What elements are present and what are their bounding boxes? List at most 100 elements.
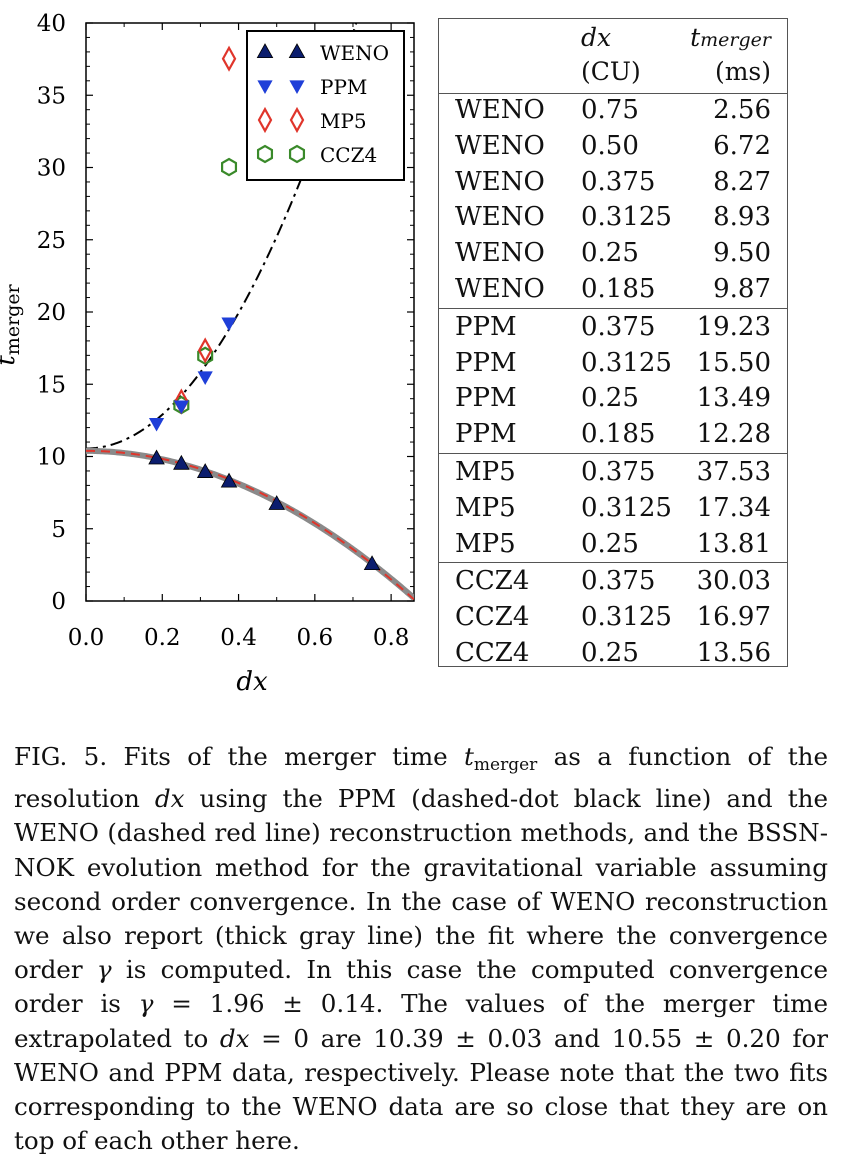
y-tick-label: 30 bbox=[37, 156, 66, 182]
cell-method: WENO bbox=[455, 95, 545, 125]
y-tick-label: 0 bbox=[51, 589, 66, 615]
legend-label-weno: WENO bbox=[320, 41, 389, 65]
caption-text: as a function of the resolution bbox=[14, 742, 828, 814]
cell-tmerger: 9.50 bbox=[713, 238, 771, 269]
table-row: MP5 0.25 13.81 bbox=[439, 527, 787, 563]
cell-dx: 0.25 bbox=[581, 238, 639, 269]
cell-dx: 0.185 bbox=[581, 273, 656, 304]
table-row: PPM 0.3125 15.50 bbox=[439, 346, 787, 382]
cell-tmerger: 37.53 bbox=[696, 457, 771, 487]
cell-method: WENO bbox=[455, 238, 545, 269]
table-row: WENO 0.375 8.27 bbox=[439, 165, 787, 201]
cell-tmerger: 8.93 bbox=[713, 202, 771, 233]
x-tick-label: 0.6 bbox=[297, 625, 334, 651]
caption-text: is computed. In this case the computed c… bbox=[14, 955, 828, 1019]
data-point-mp5 bbox=[197, 337, 213, 364]
cell-method: PPM bbox=[455, 311, 517, 342]
legend-marker-ppm bbox=[257, 80, 273, 94]
table-row: CCZ4 0.3125 16.97 bbox=[439, 600, 787, 636]
data-markers bbox=[148, 45, 381, 571]
data-point-weno bbox=[173, 454, 190, 470]
cell-method: PPM bbox=[455, 383, 517, 414]
cell-method: MP5 bbox=[455, 492, 516, 523]
table-row: PPM 0.375 19.23 bbox=[439, 310, 787, 346]
data-point-ppm bbox=[173, 400, 189, 415]
cell-dx: 0.375 bbox=[581, 166, 656, 197]
cell-method: WENO bbox=[455, 273, 545, 304]
cell-tmerger: 30.03 bbox=[696, 566, 771, 597]
cell-dx: 0.75 bbox=[581, 95, 639, 125]
caption-symbol: dx bbox=[219, 1023, 250, 1053]
legend-marker-mp5 bbox=[257, 106, 273, 134]
header-dx-unit: (CU) bbox=[581, 57, 641, 86]
data-point-ccz4 bbox=[197, 346, 214, 366]
cell-dx: 0.185 bbox=[581, 419, 656, 450]
table-group: CCZ4 0.375 30.03 CCZ4 0.3125 16.97 CCZ4 0.25 13.… bbox=[439, 564, 787, 671]
cell-dx: 0.25 bbox=[581, 528, 639, 559]
data-point-ppm bbox=[197, 371, 213, 386]
y-tick-label: 25 bbox=[37, 228, 66, 254]
x-axis-label: dx bbox=[236, 667, 268, 697]
fit-curve-dashed bbox=[86, 449, 414, 601]
cell-tmerger: 19.23 bbox=[696, 311, 771, 342]
table-row: PPM 0.185 12.28 bbox=[439, 417, 787, 453]
table-row: WENO 0.185 9.87 bbox=[439, 272, 787, 308]
data-point-weno bbox=[220, 472, 238, 488]
cell-method: PPM bbox=[455, 419, 517, 450]
x-tick-label: 0.2 bbox=[144, 625, 181, 651]
table-group: MP5 0.375 37.53 MP5 0.3125 17.34 MP5 0.25 13.81 bbox=[439, 455, 787, 564]
caption-symbol: dx bbox=[154, 784, 185, 814]
y-tick-label: 40 bbox=[37, 11, 66, 37]
data-point-weno bbox=[196, 463, 214, 478]
legend-label-ccz4: CCZ4 bbox=[320, 143, 377, 167]
y-tick-label: 5 bbox=[51, 517, 66, 543]
fit-curve-dash-dot bbox=[86, 23, 358, 450]
cell-tmerger: 15.50 bbox=[696, 347, 771, 378]
table-row: MP5 0.375 37.53 bbox=[439, 455, 787, 491]
cell-tmerger: 13.81 bbox=[696, 528, 771, 559]
caption-text: Fits of the merger time bbox=[123, 742, 465, 771]
caption-subscript: merger bbox=[473, 755, 538, 775]
cell-tmerger: 17.34 bbox=[696, 492, 771, 523]
table-row: WENO 0.50 6.72 bbox=[439, 129, 787, 165]
legend: WENO PPM MP5 CCZ4 bbox=[246, 30, 405, 181]
caption-text: = 0 are 10.39 ± 0.03 and 10.55 ± 0.20 fo… bbox=[14, 1023, 829, 1156]
data-point-ccz4 bbox=[221, 157, 238, 177]
table-row: PPM 0.25 13.49 bbox=[439, 381, 787, 417]
legend-box bbox=[246, 30, 405, 181]
caption-text: using the PPM (dashed-dot black line) an… bbox=[14, 784, 828, 985]
table-header: dx tmerger (CU) (ms) bbox=[439, 19, 787, 94]
data-point-weno bbox=[148, 449, 165, 465]
caption-symbol: γ bbox=[96, 955, 112, 985]
table-group: WENO 0.75 2.56 WENO 0.50 6.72 WENO 0.375 8.27 WEN… bbox=[439, 93, 787, 309]
cell-method: CCZ4 bbox=[455, 602, 530, 633]
caption-text: = 1.96 ± 0.14. The values of the merger … bbox=[14, 989, 828, 1053]
table-row: CCZ4 0.375 30.03 bbox=[439, 564, 787, 600]
table-row: WENO 0.25 9.50 bbox=[439, 236, 787, 272]
header-t-unit: (ms) bbox=[714, 57, 771, 86]
cell-dx: 0.3125 bbox=[581, 202, 672, 233]
cell-tmerger: 2.56 bbox=[713, 95, 771, 125]
table-row: MP5 0.3125 17.34 bbox=[439, 491, 787, 527]
cell-method: WENO bbox=[455, 166, 545, 197]
cell-dx: 0.25 bbox=[581, 637, 639, 668]
legend-marker-ccz4 bbox=[256, 144, 274, 164]
data-point-weno bbox=[268, 495, 285, 510]
cell-dx: 0.50 bbox=[581, 130, 639, 161]
legend-label-ppm: PPM bbox=[320, 75, 367, 99]
y-tick-label: 10 bbox=[37, 445, 66, 471]
cell-method: WENO bbox=[455, 202, 545, 233]
y-tick-label: 20 bbox=[37, 300, 66, 326]
axis-ticks bbox=[85, 22, 414, 602]
x-tick-label: 0.0 bbox=[68, 625, 105, 651]
y-axis-label: tmerger bbox=[0, 283, 24, 365]
fit-curve-thick bbox=[86, 447, 414, 601]
table-row: CCZ4 0.25 13.56 bbox=[439, 636, 787, 672]
header-dx: dx bbox=[581, 23, 612, 52]
table-group: PPM 0.375 19.23 PPM 0.3125 15.50 PPM 0.25 13.49 P… bbox=[439, 310, 787, 454]
cell-tmerger: 13.49 bbox=[696, 383, 771, 414]
legend-marker-weno bbox=[288, 43, 306, 58]
cell-dx: 0.3125 bbox=[581, 602, 672, 633]
cell-dx: 0.25 bbox=[581, 383, 639, 414]
x-tick-label: 0.4 bbox=[220, 625, 257, 651]
